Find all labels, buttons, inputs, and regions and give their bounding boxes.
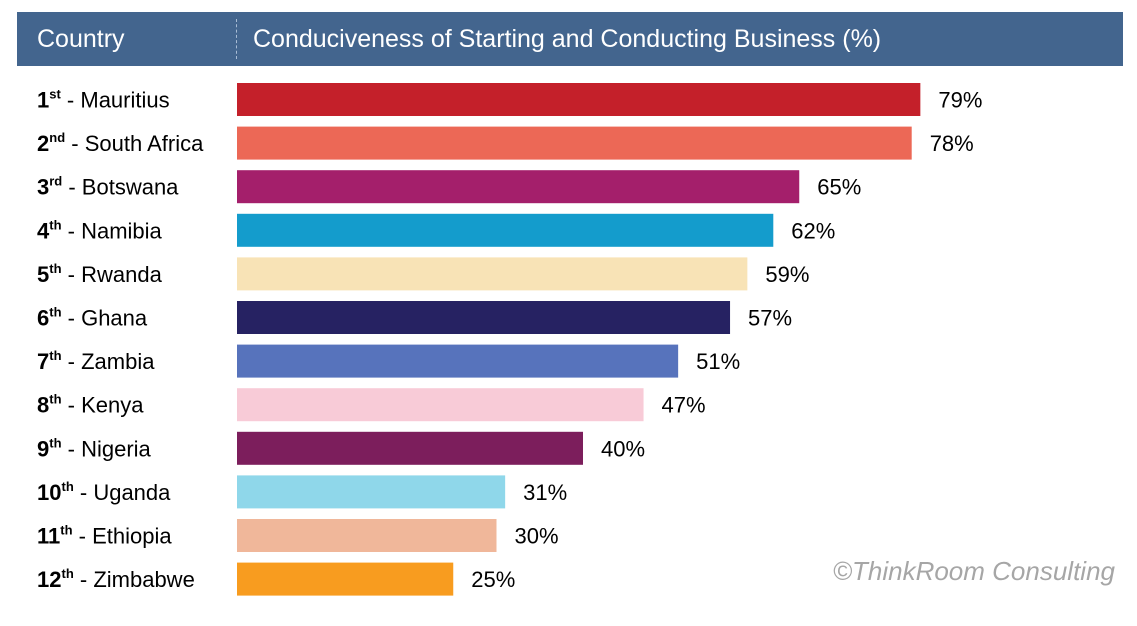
value-label: 65%: [817, 175, 861, 200]
country-label: 4th - Namibia: [37, 217, 163, 243]
country-name: - Mauritius: [61, 88, 170, 113]
country-name: - Nigeria: [62, 436, 152, 461]
value-label: 59%: [765, 262, 809, 287]
rank-suffix: th: [49, 305, 61, 320]
rank-suffix: th: [49, 261, 61, 276]
watermark: ©ThinkRoom Consulting: [832, 556, 1115, 586]
rank-suffix: th: [61, 566, 73, 581]
bar: [237, 126, 912, 160]
value-label: 30%: [515, 524, 559, 549]
country-name: - South Africa: [65, 131, 204, 156]
rank-number: 10: [37, 480, 61, 505]
country-name: - Namibia: [62, 218, 163, 243]
country-label: 11th - Ethiopia: [37, 523, 172, 549]
value-label: 78%: [930, 131, 974, 156]
rank-suffix: th: [49, 348, 61, 363]
bar: [237, 562, 454, 596]
country-label: 3rd - Botswana: [37, 174, 179, 200]
rank-suffix: th: [49, 435, 61, 450]
bar: [237, 344, 679, 378]
value-label: 40%: [601, 436, 645, 461]
country-name: - Zambia: [62, 349, 156, 374]
value-label: 62%: [791, 218, 835, 243]
rank-number: 7: [37, 349, 49, 374]
bar: [237, 388, 644, 422]
country-name: - Kenya: [62, 393, 145, 418]
country-name: - Rwanda: [62, 262, 163, 287]
country-label: 12th - Zimbabwe: [37, 566, 195, 592]
value-label: 25%: [471, 567, 515, 592]
value-label: 79%: [938, 88, 982, 113]
value-label: 57%: [748, 306, 792, 331]
rank-suffix: th: [60, 523, 72, 538]
rank-suffix: th: [61, 479, 73, 494]
country-label: 7th - Zambia: [37, 348, 155, 374]
rank-number: 3: [37, 175, 49, 200]
country-name: - Ethiopia: [73, 524, 173, 549]
rank-number: 8: [37, 393, 49, 418]
country-label: 5th - Rwanda: [37, 261, 163, 287]
bar: [237, 431, 583, 465]
bar: [237, 83, 921, 116]
country-name: - Ghana: [62, 306, 148, 331]
value-label: 51%: [696, 349, 740, 374]
value-label: 31%: [523, 480, 567, 505]
bar: [237, 301, 731, 334]
bar: [237, 519, 497, 552]
country-name: - Zimbabwe: [74, 567, 195, 592]
bar: [237, 213, 774, 247]
country-name: - Botswana: [62, 175, 179, 200]
rank-suffix: th: [49, 392, 61, 407]
country-label: 1st - Mauritius: [37, 87, 170, 113]
country-label: 6th - Ghana: [37, 305, 148, 331]
rank-suffix: th: [49, 217, 61, 232]
header-divider: [236, 19, 237, 59]
rank-number: 9: [37, 436, 49, 461]
country-name: - Uganda: [74, 480, 171, 505]
metric-column-header: Conduciveness of Starting and Conducting…: [253, 25, 882, 53]
country-label: 9th - Nigeria: [37, 435, 152, 461]
value-label: 47%: [662, 393, 706, 418]
country-label: 10th - Uganda: [37, 479, 171, 505]
rank-suffix: rd: [49, 174, 62, 189]
rank-number: 4: [37, 218, 50, 243]
country-label: 8th - Kenya: [37, 392, 144, 418]
rank-number: 12: [37, 567, 61, 592]
rank-number: 2: [37, 131, 49, 156]
bar: [237, 475, 506, 509]
table-header: Country Conduciveness of Starting and Co…: [17, 12, 1123, 66]
rank-number: 6: [37, 306, 49, 331]
rank-number: 5: [37, 262, 49, 287]
rank-number: 1: [37, 88, 49, 113]
rank-suffix: st: [49, 87, 61, 102]
country-column-header: Country: [37, 25, 125, 53]
rank-suffix: nd: [49, 130, 65, 145]
country-label: 2nd - South Africa: [37, 130, 204, 156]
rank-number: 11: [37, 524, 60, 549]
bar: [237, 257, 748, 291]
bar: [237, 170, 800, 204]
